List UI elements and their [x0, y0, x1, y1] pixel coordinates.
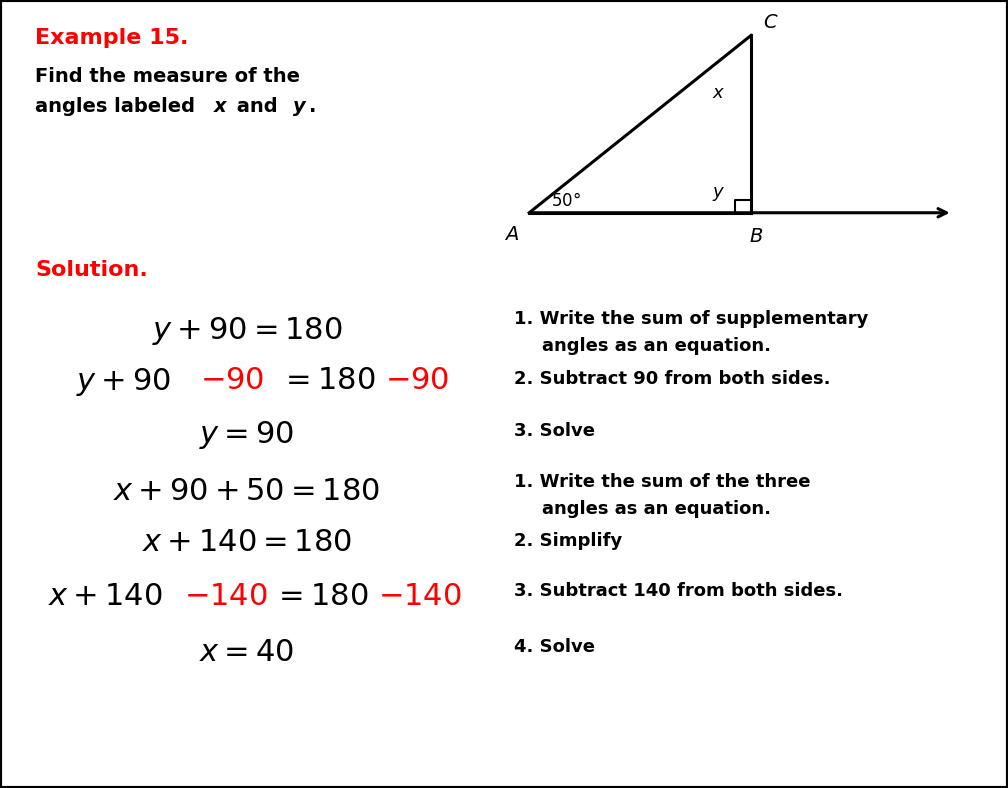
Text: 2. Simplify: 2. Simplify [514, 532, 622, 550]
Text: 1. Write the sum of supplementary: 1. Write the sum of supplementary [514, 310, 869, 328]
Text: 2. Subtract 90 from both sides.: 2. Subtract 90 from both sides. [514, 370, 831, 388]
Text: $-90$: $-90$ [200, 366, 264, 396]
Text: $\mathit{x}+140$: $\mathit{x}+140$ [48, 582, 163, 611]
Text: x: x [214, 97, 227, 116]
Text: $50°$: $50°$ [551, 192, 582, 210]
Text: $B$: $B$ [749, 227, 763, 246]
Text: $\mathit{y}=90$: $\mathit{y}=90$ [200, 419, 294, 452]
Text: $\mathit{x}=40$: $\mathit{x}=40$ [200, 638, 294, 667]
Text: $=180$: $=180$ [280, 366, 376, 396]
Text: $\mathit{x}+140=180$: $\mathit{x}+140=180$ [142, 528, 352, 557]
Text: $A$: $A$ [504, 225, 519, 243]
Text: $-140$: $-140$ [378, 582, 462, 611]
Text: angles as an equation.: angles as an equation. [542, 500, 771, 519]
Text: $=180$: $=180$ [273, 582, 369, 611]
Text: $-90$: $-90$ [385, 366, 450, 396]
Text: 1. Write the sum of the three: 1. Write the sum of the three [514, 473, 810, 491]
Text: Find the measure of the: Find the measure of the [35, 67, 300, 86]
Text: 3. Solve: 3. Solve [514, 422, 595, 440]
Text: y: y [293, 97, 306, 116]
Text: Example 15.: Example 15. [35, 28, 188, 47]
Text: $\mathit{x}+90+50=180$: $\mathit{x}+90+50=180$ [114, 477, 380, 506]
Text: 3. Subtract 140 from both sides.: 3. Subtract 140 from both sides. [514, 582, 843, 600]
Text: angles labeled: angles labeled [35, 97, 202, 116]
Text: $C$: $C$ [763, 13, 778, 32]
Text: Solution.: Solution. [35, 260, 148, 280]
Text: $-140$: $-140$ [184, 582, 268, 611]
Text: angles as an equation.: angles as an equation. [542, 337, 771, 355]
Text: $y$: $y$ [713, 185, 726, 203]
Text: $\mathit{y}+90=180$: $\mathit{y}+90=180$ [151, 315, 343, 348]
Text: $\mathit{y}+90$: $\mathit{y}+90$ [76, 366, 170, 399]
Text: and: and [230, 97, 284, 116]
Text: $x$: $x$ [712, 84, 726, 102]
Text: .: . [309, 97, 317, 116]
Text: 4. Solve: 4. Solve [514, 638, 595, 656]
